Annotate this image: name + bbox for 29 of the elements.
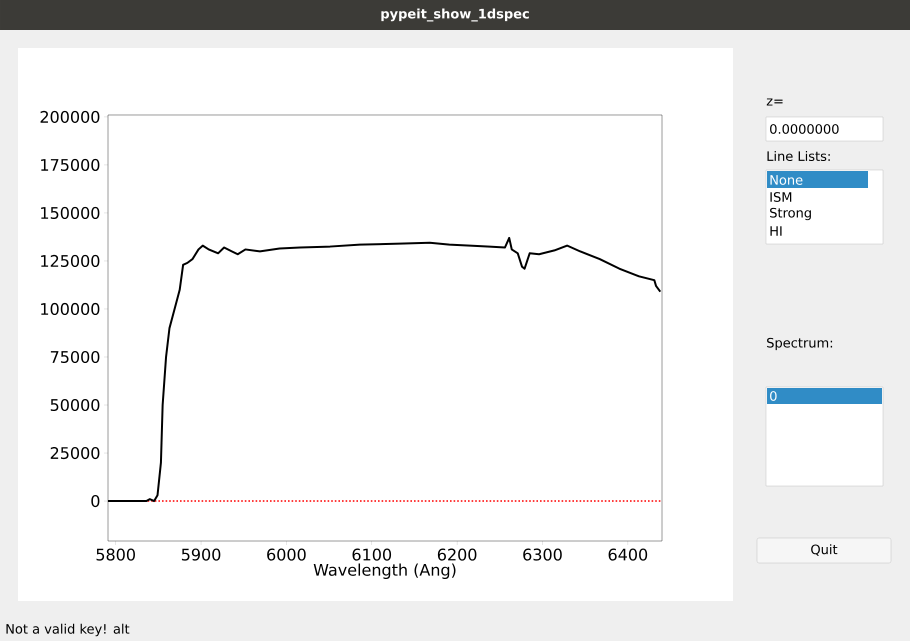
- y-tick-label: 50000: [50, 398, 100, 412]
- text: Line Lists:: [767, 150, 830, 162]
- y-tick-label: 200000: [40, 110, 100, 123]
- chart-title: pypeit_show_1dspec: [381, 8, 529, 22]
- y-tick-label: 125000: [41, 254, 100, 268]
- x-tick-label: 5800: [96, 548, 135, 561]
- x-axis-title: Wavelength (Ang): [314, 564, 456, 579]
- text: Strong: [770, 208, 811, 220]
- text: 0.0000000: [770, 124, 839, 134]
- x-tick-label: 6300: [523, 548, 562, 561]
- x-tick-label: 6400: [608, 548, 648, 561]
- y-tick-label: 75000: [50, 350, 100, 364]
- x-tick-label: 5900: [182, 548, 220, 561]
- text: HI: [770, 226, 782, 236]
- x-tick-label: 6200: [438, 548, 476, 561]
- x-tick-label: 6100: [352, 548, 392, 561]
- text: None: [770, 175, 802, 185]
- text: z=: [766, 98, 783, 106]
- y-tick-label: 100000: [41, 302, 100, 316]
- text: Not a valid key! alt: [6, 624, 130, 636]
- y-tick-label: 0: [91, 495, 100, 508]
- y-tick-label: 25000: [50, 446, 100, 460]
- x-tick-label: 6000: [267, 548, 306, 561]
- text: 0: [770, 391, 777, 401]
- text: Spectrum:: [767, 338, 832, 350]
- y-tick-label: 150000: [41, 206, 100, 219]
- y-tick-label: 175000: [41, 158, 100, 171]
- text: Quit: [811, 544, 838, 556]
- text: ISM: [770, 192, 792, 202]
